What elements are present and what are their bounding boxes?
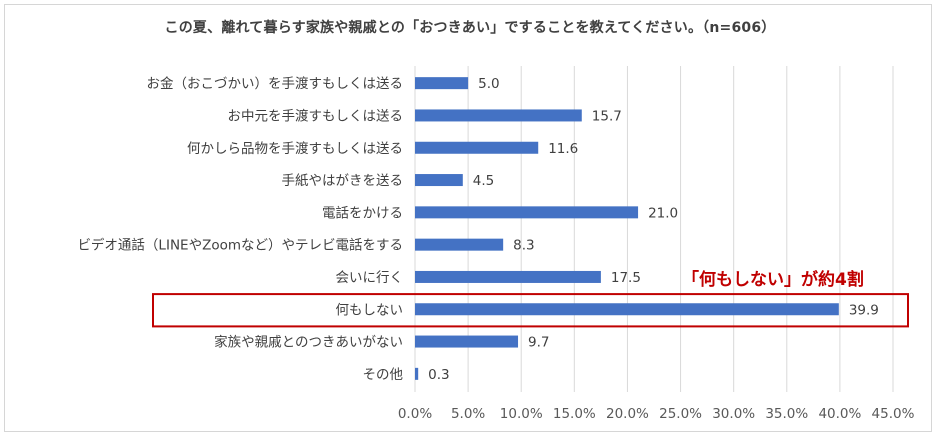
category-label: お金（おこづかい）を手渡すもしくは送る	[147, 76, 404, 92]
highlight-box	[152, 293, 909, 328]
x-tick-label: 20.0%	[606, 406, 649, 422]
x-tick-label: 30.0%	[712, 406, 755, 422]
category-label: 電話をかける	[322, 204, 403, 221]
category-label: 手紙やはがきを送る	[282, 173, 404, 189]
bar	[415, 335, 519, 348]
category-label: ビデオ通話（LINEやZoomなど）やテレビ電話をする	[77, 237, 403, 254]
bar	[415, 109, 582, 122]
x-tick-label: 10.0%	[500, 406, 543, 422]
value-label: 8.3	[513, 238, 534, 254]
category-label: 会いに行く	[336, 270, 404, 286]
category-label: その他	[363, 367, 404, 383]
x-tick-label: 40.0%	[818, 406, 861, 422]
category-label: 家族や親戚とのつきあいがない	[214, 334, 403, 351]
x-tick-label: 15.0%	[553, 406, 596, 422]
bar	[415, 206, 639, 219]
value-label: 39.9	[849, 302, 879, 318]
bar	[415, 141, 539, 154]
value-label: 0.3	[428, 367, 449, 383]
value-label: 9.7	[528, 335, 549, 351]
value-label: 5.0	[478, 76, 499, 92]
bar	[415, 367, 419, 380]
x-tick-label: 0.0%	[398, 406, 432, 422]
value-label: 11.6	[548, 141, 578, 157]
category-label: 何もしない	[336, 302, 404, 318]
value-label: 4.5	[473, 173, 494, 189]
value-label: 15.7	[592, 108, 622, 124]
bar	[415, 77, 469, 90]
bar	[415, 303, 839, 316]
value-label: 21.0	[648, 205, 678, 221]
bar	[415, 238, 504, 251]
bar	[415, 174, 463, 187]
value-label: 17.5	[611, 270, 641, 286]
x-tick-label: 5.0%	[451, 406, 485, 422]
category-label: お中元を手渡すもしくは送る	[228, 108, 404, 124]
x-tick-label: 35.0%	[765, 406, 808, 422]
bar	[415, 270, 601, 283]
x-tick-label: 25.0%	[659, 406, 702, 422]
category-label: 何かしら品物を手渡すもしくは送る	[187, 141, 403, 157]
annotation-text: 「何もしない」が約4割	[682, 269, 864, 290]
chart-title: この夏、離れて暮らす家族や親戚との「おつきあい」ですることを教えてください。（n…	[164, 20, 776, 36]
x-tick-label: 45.0%	[872, 406, 915, 422]
